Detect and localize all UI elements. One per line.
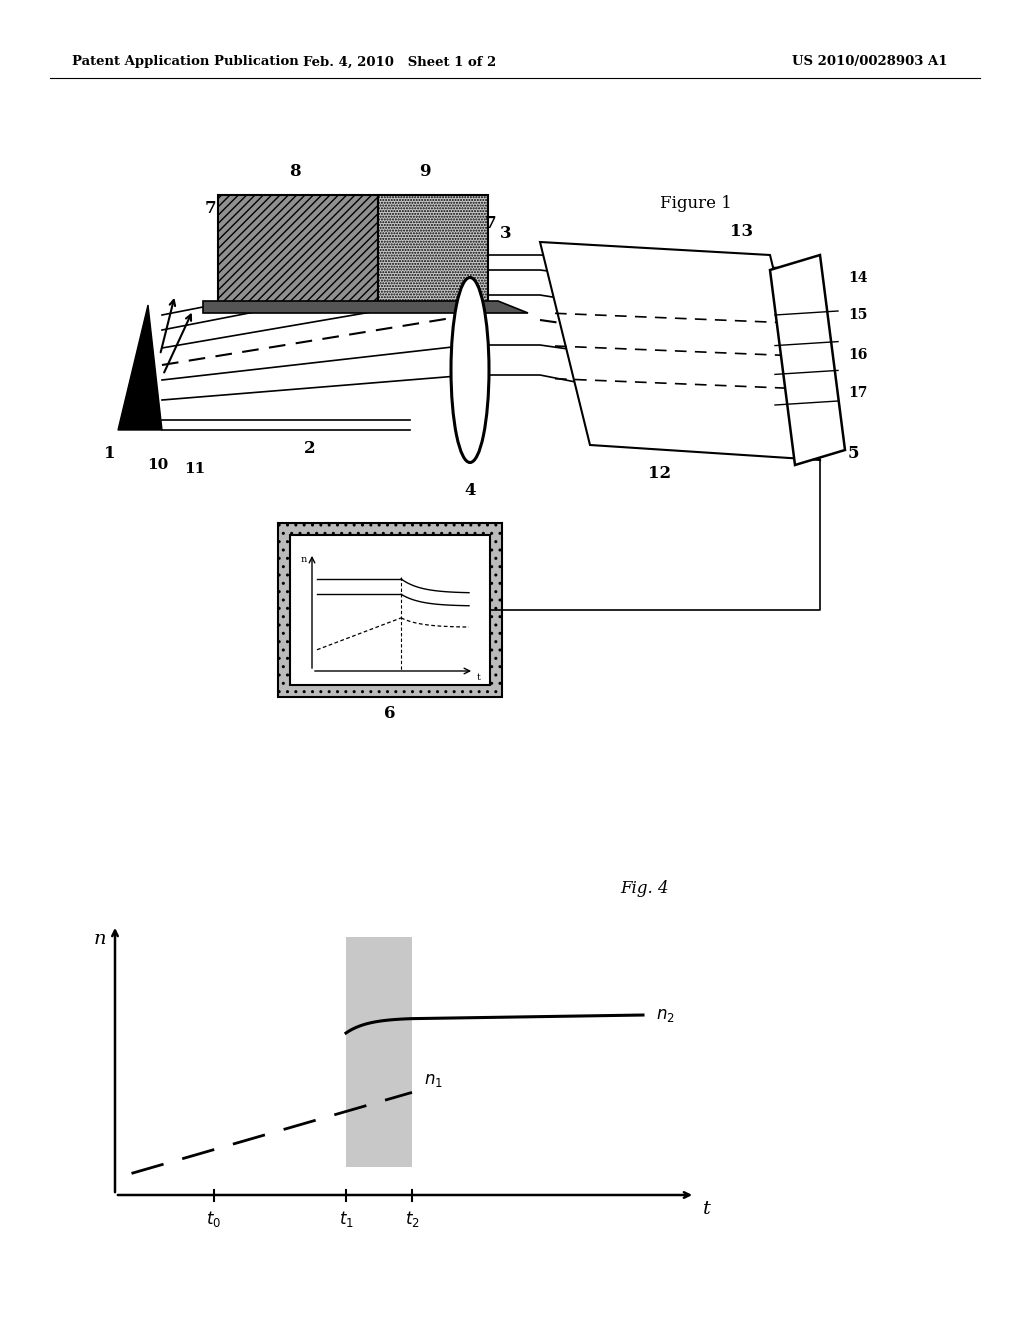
Text: Fig. 4: Fig. 4 (620, 880, 669, 898)
Text: t: t (477, 673, 481, 682)
Text: t: t (703, 1200, 711, 1218)
Text: $n_1$: $n_1$ (424, 1072, 443, 1089)
Text: 11: 11 (184, 462, 206, 477)
Text: 12: 12 (648, 465, 672, 482)
Bar (346, 937, 412, 1167)
Text: $n_2$: $n_2$ (656, 1007, 675, 1023)
Bar (218, 195, 378, 305)
Bar (290, 535, 490, 685)
Text: US 2010/0028903 A1: US 2010/0028903 A1 (793, 55, 948, 69)
Text: 5: 5 (848, 445, 859, 462)
Text: $t_0$: $t_0$ (207, 1209, 221, 1229)
Text: 8: 8 (289, 162, 301, 180)
Text: n: n (94, 931, 106, 948)
Text: 1: 1 (104, 445, 116, 462)
Text: Patent Application Publication: Patent Application Publication (72, 55, 299, 69)
Polygon shape (770, 255, 845, 465)
Text: $t_1$: $t_1$ (339, 1209, 353, 1229)
Bar (278, 523, 502, 697)
Text: 9: 9 (419, 162, 431, 180)
Bar (378, 195, 488, 305)
Text: $t_2$: $t_2$ (404, 1209, 420, 1229)
Text: 16: 16 (848, 348, 867, 362)
Text: 3: 3 (500, 224, 512, 242)
Text: 15: 15 (848, 308, 867, 322)
Text: 7: 7 (484, 215, 496, 232)
Polygon shape (540, 242, 820, 459)
Polygon shape (203, 301, 528, 313)
Polygon shape (118, 305, 162, 430)
Text: 6: 6 (384, 705, 395, 722)
Text: 10: 10 (147, 458, 169, 473)
Text: 14: 14 (848, 271, 867, 285)
Text: Figure 1: Figure 1 (660, 195, 732, 213)
Ellipse shape (451, 277, 489, 462)
Text: 4: 4 (464, 482, 476, 499)
Text: 13: 13 (730, 223, 753, 240)
Text: Feb. 4, 2010   Sheet 1 of 2: Feb. 4, 2010 Sheet 1 of 2 (303, 55, 497, 69)
Text: 2: 2 (304, 440, 315, 457)
Text: 7: 7 (204, 201, 216, 216)
Text: 17: 17 (848, 385, 867, 400)
Text: n: n (301, 554, 307, 564)
